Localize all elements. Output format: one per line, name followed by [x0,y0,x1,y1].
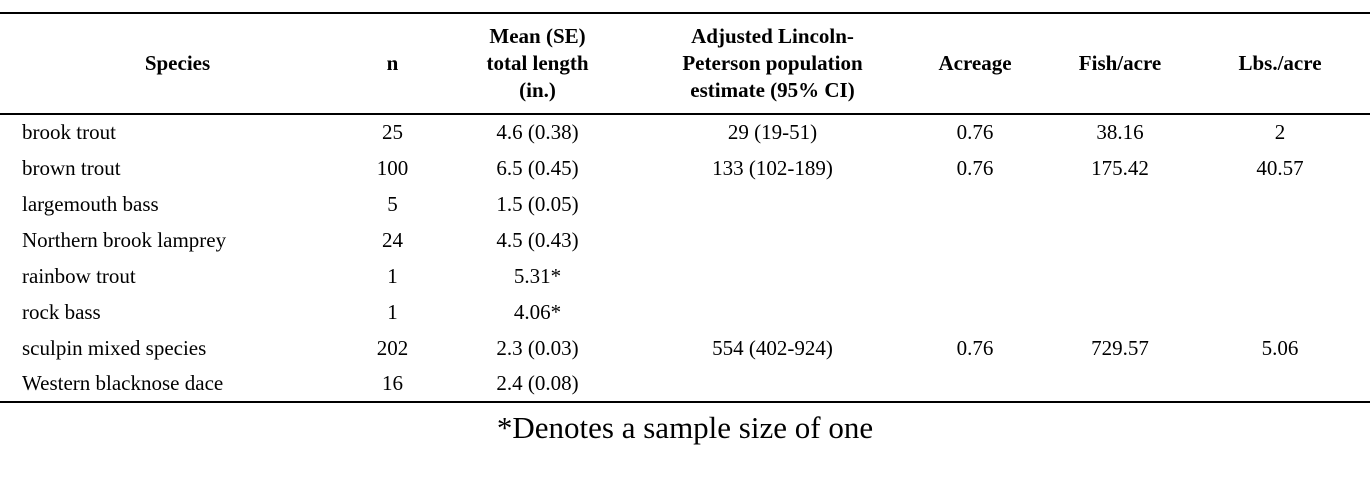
cell-fish_per_acre [1050,294,1190,330]
cell-lbs_per_acre [1190,258,1370,294]
header-row: Species n Mean (SE) total length (in.) A… [0,13,1370,114]
cell-lbs_per_acre: 40.57 [1256,155,1304,180]
table-row: rainbow trout 1 5.31* [0,258,1370,294]
cell-species: Northern brook lamprey [22,227,227,252]
cell-n: 202 [376,335,409,360]
col-header-n: n [386,51,399,76]
table-footnote: *Denotes a sample size of one [496,410,874,445]
cell-n: 1 [387,299,398,324]
cell-mean_se: 2.3 (0.03) [496,335,579,360]
cell-lbs_per_acre [1190,186,1370,222]
cell-species: brook trout [22,120,116,144]
col-header-lp-estimate: Adjusted Lincoln- Peterson population es… [682,24,863,102]
cell-fish_per_acre: 729.57 [1091,335,1149,360]
fish-survey-table: Species n Mean (SE) total length (in.) A… [0,12,1370,403]
col-header-acreage: Acreage [938,51,1012,76]
cell-fish_per_acre: 38.16 [1096,120,1144,144]
cell-n: 16 [355,366,430,403]
cell-n: 25 [382,120,403,144]
col-header-mean-se: Mean (SE) total length (in.) [486,24,589,102]
cell-lp_estimate [645,186,900,222]
table-row: Northern brook lamprey 24 4.5 (0.43) [0,222,1370,258]
cell-fish_per_acre [1050,222,1190,258]
cell-mean_se: 5.31* [513,263,562,288]
cell-acreage [900,258,1050,294]
cell-species: sculpin mixed species [22,335,207,360]
cell-mean_se: 1.5 (0.05) [496,191,579,216]
cell-lbs_per_acre [1190,222,1370,258]
cell-species: brown trout [22,155,121,180]
cell-species: largemouth bass [22,191,159,216]
cell-fish_per_acre [1050,186,1190,222]
cell-fish_per_acre [1050,258,1190,294]
cell-mean_se: 4.5 (0.43) [496,227,579,252]
cell-fish_per_acre [1050,366,1190,403]
cell-acreage [900,366,1050,403]
col-header-lbs-per-acre: Lbs./acre [1238,51,1322,76]
cell-acreage [900,186,1050,222]
cell-acreage: 0.76 [956,155,994,180]
cell-acreage: 0.76 [956,120,994,144]
table-row: Western blacknose dace 16 2.4 (0.08) [0,366,1370,403]
cell-n: 5 [387,191,398,216]
cell-species: rainbow trout [22,263,136,288]
cell-n: 1 [387,263,398,288]
cell-lp_estimate [645,222,900,258]
cell-lbs_per_acre [1190,366,1370,403]
cell-acreage: 0.76 [956,335,994,360]
cell-species: rock bass [22,299,101,324]
cell-fish_per_acre: 175.42 [1091,155,1149,180]
cell-species: Western blacknose dace [0,366,355,403]
cell-lbs_per_acre: 2 [1274,120,1286,144]
cell-lp_estimate [645,366,900,403]
table-row: rock bass 1 4.06* [0,294,1370,330]
cell-mean_se: 2.4 (0.08) [430,366,645,403]
cell-lp_estimate [645,294,900,330]
cell-lp_estimate: 133 (102-189) [712,155,833,180]
cell-mean_se: 6.5 (0.45) [496,155,579,180]
cell-n: 24 [382,227,403,252]
cell-lbs_per_acre [1190,294,1370,330]
cell-n: 100 [376,155,409,180]
cell-acreage [900,294,1050,330]
cell-lbs_per_acre: 5.06 [1261,335,1299,360]
table-row: sculpin mixed species 202 2.3 (0.03) 554 (4… [0,330,1370,366]
cell-mean_se: 4.06* [513,299,562,324]
cell-lp_estimate [645,258,900,294]
cell-lp_estimate: 554 (402-924) [712,335,833,360]
table-row: largemouth bass 5 1.5 (0.05) [0,186,1370,222]
table-row: brown trout 100 6.5 (0.45) 133 (102-189) 0.7… [0,150,1370,186]
col-header-species: Species [144,51,211,76]
cell-lp_estimate: 29 (19-51) [727,120,818,144]
cell-acreage [900,222,1050,258]
table-header: Species n Mean (SE) total length (in.) A… [0,13,1370,114]
table-row: brook trout 25 4.6 (0.38) 29 (19-51) 0.76 38.… [0,114,1370,150]
cell-mean_se: 4.6 (0.38) [496,120,579,144]
table-body: brook trout 25 4.6 (0.38) 29 (19-51) 0.76 38.… [0,114,1370,403]
col-header-fish-per-acre: Fish/acre [1078,51,1162,76]
